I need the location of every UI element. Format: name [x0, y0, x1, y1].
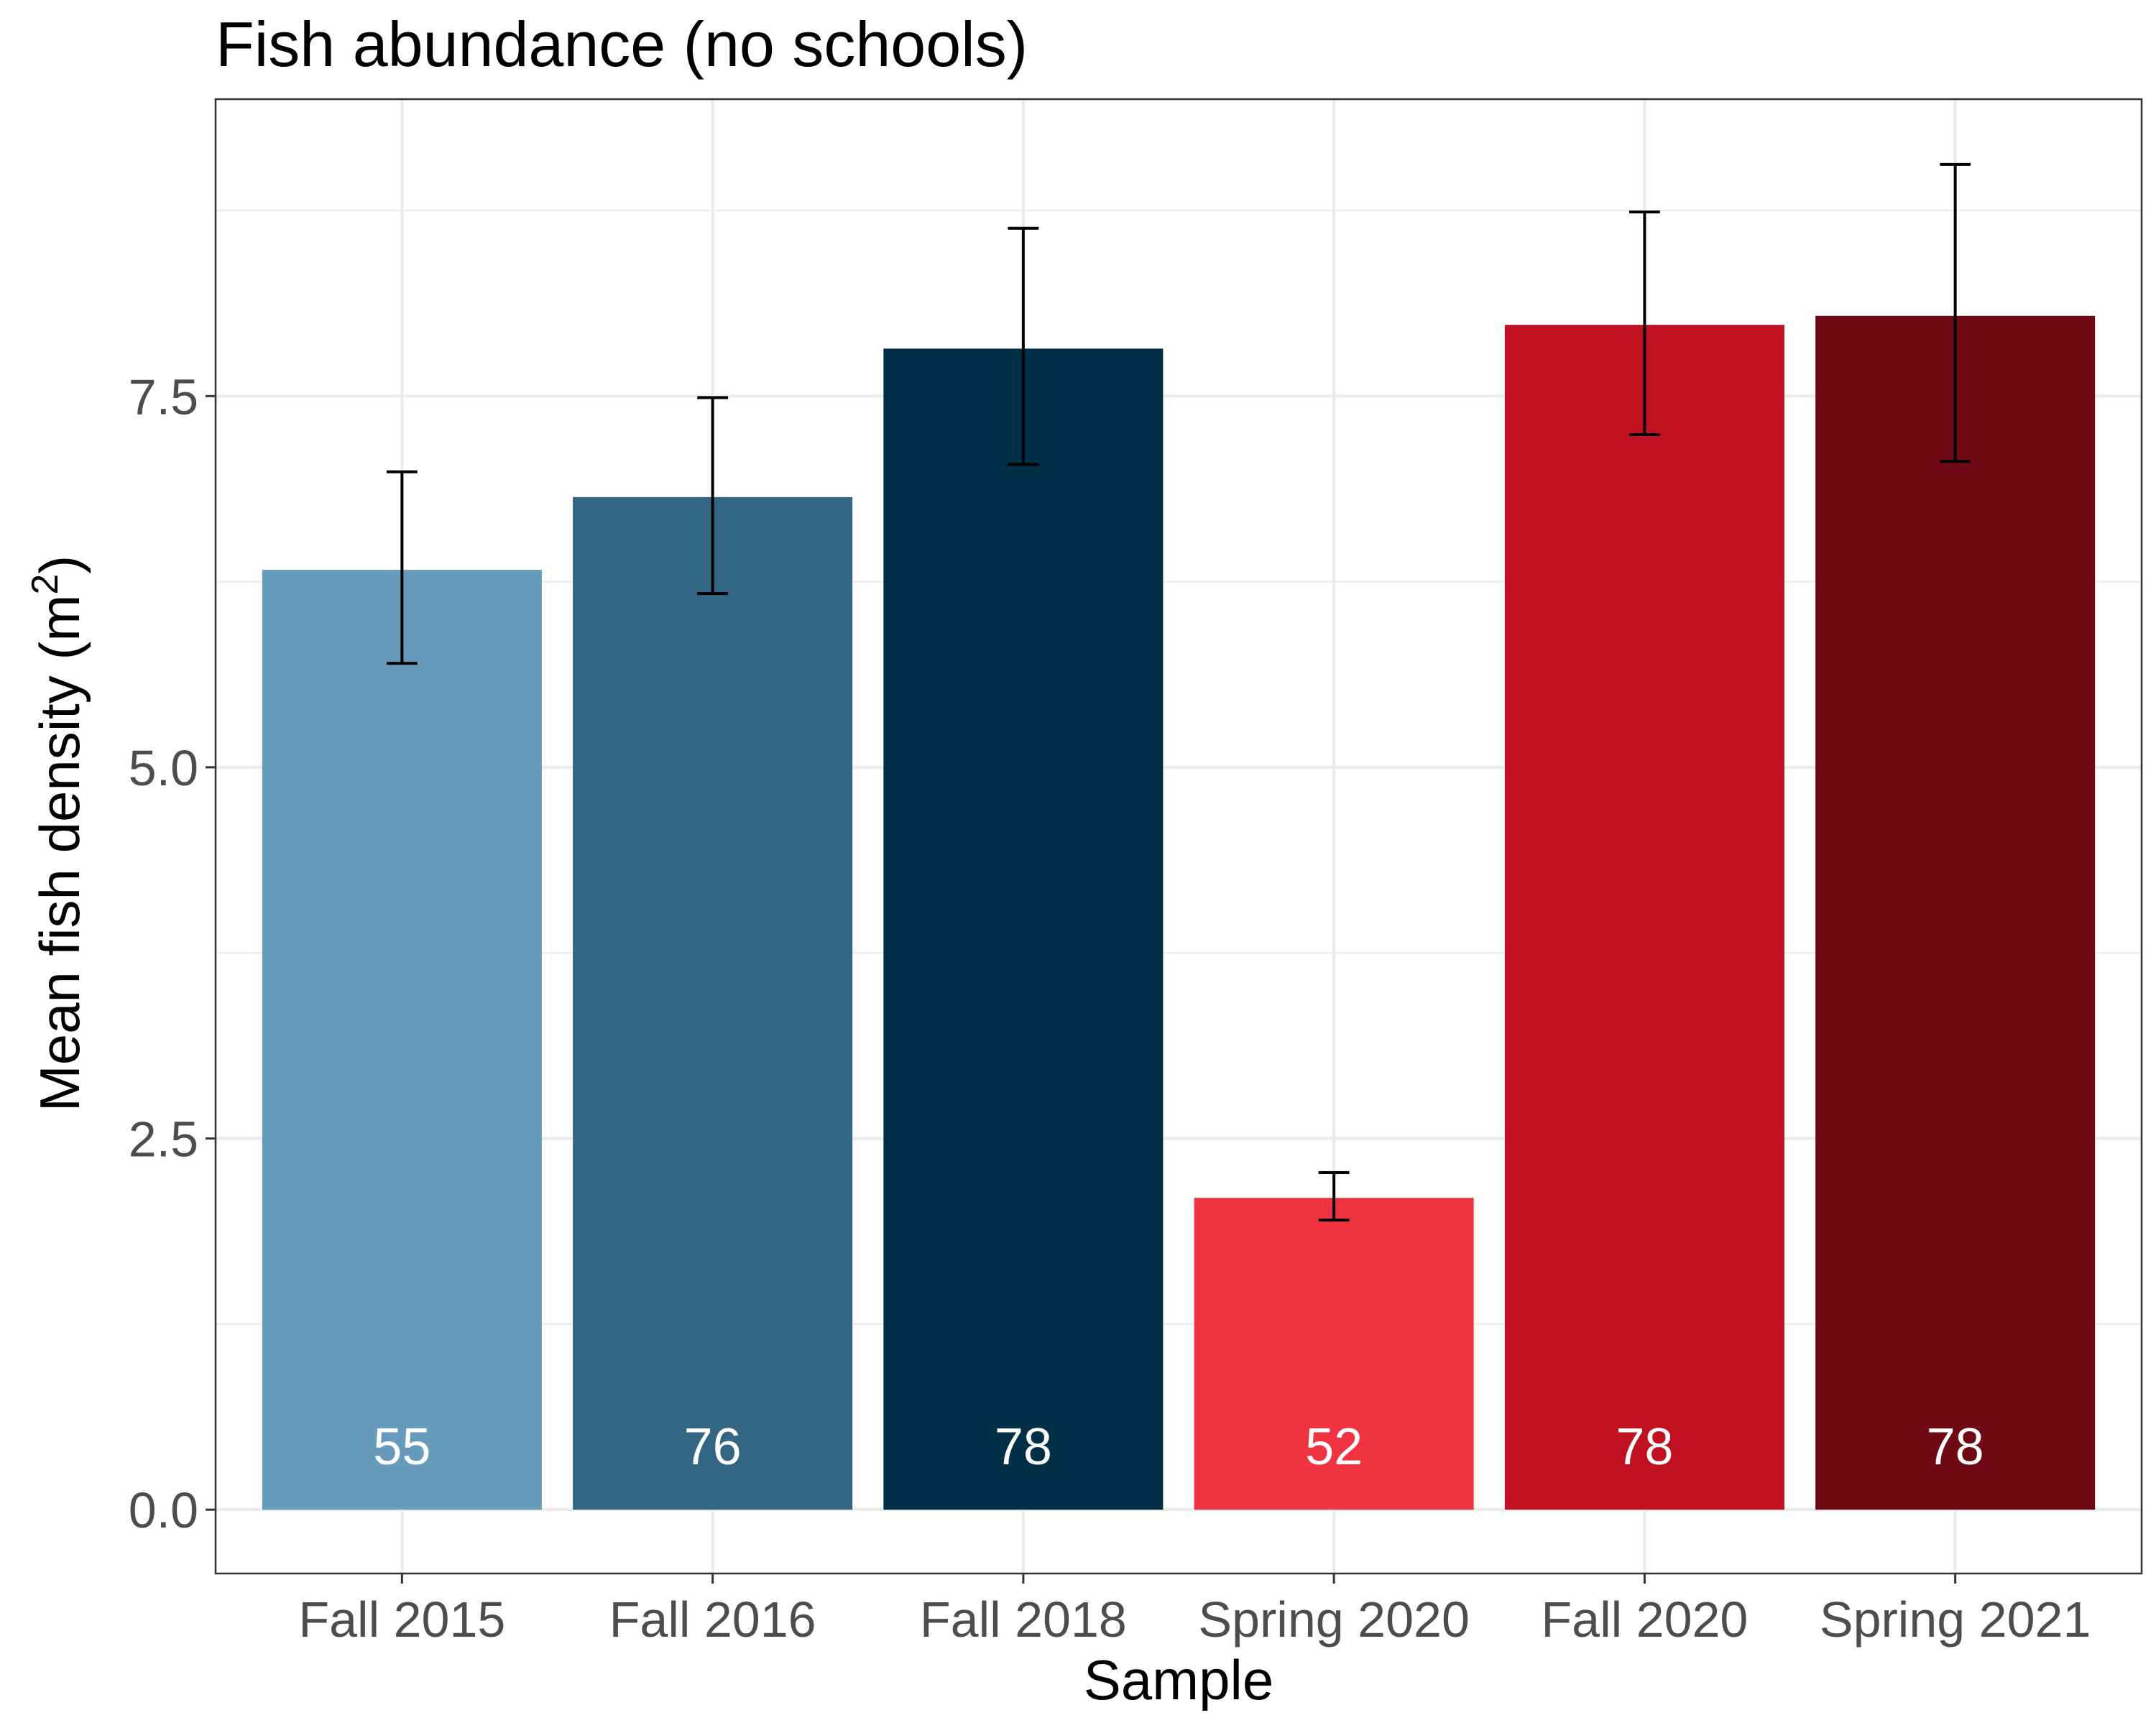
bar-count-label: 78	[1616, 1418, 1673, 1476]
bar-count-label: 76	[684, 1418, 742, 1476]
bar	[1815, 315, 2096, 1510]
bars	[262, 315, 2096, 1510]
y-axis-ticks: 0.0 2.5 5.0 7.5	[129, 369, 216, 1538]
bar	[883, 348, 1164, 1510]
x-tick-label: Fall 2016	[609, 1591, 816, 1648]
y-tick-label: 7.5	[129, 369, 198, 425]
y-axis-title-suffix: )	[28, 555, 91, 574]
x-tick-label: Fall 2015	[298, 1591, 505, 1648]
bar	[1194, 1198, 1474, 1510]
chart-title: Fish abundance (no schools)	[216, 9, 1028, 80]
plot-border	[214, 98, 2143, 1575]
error-bars	[386, 162, 1971, 1222]
bar	[262, 570, 542, 1510]
y-tick-label: 2.5	[129, 1112, 198, 1168]
bar-count-label: 55	[373, 1418, 430, 1476]
bar	[1504, 325, 1784, 1510]
y-axis-title-superscript: 2	[24, 574, 66, 595]
y-tick-label: 5.0	[129, 740, 198, 796]
x-tick-label: Spring 2021	[1820, 1591, 2091, 1648]
y-tick-label: 0.0	[129, 1482, 198, 1538]
x-tick-label: Fall 2018	[920, 1591, 1127, 1648]
bar	[573, 496, 853, 1510]
x-axis-ticks: Fall 2015 Fall 2016 Fall 2018 Spring 2020 Fa…	[298, 1574, 2091, 1648]
bar-count-label: 52	[1305, 1418, 1363, 1476]
y-axis-title: Mean fish density (m2)	[24, 555, 91, 1112]
y-axis-title-main: Mean fish density (m	[28, 595, 91, 1112]
bar-count-label: 78	[1927, 1418, 1984, 1476]
bar-count-label: 78	[995, 1418, 1052, 1476]
x-tick-label: Fall 2020	[1541, 1591, 1748, 1648]
x-axis-title: Sample	[1084, 1648, 1273, 1711]
x-tick-label: Spring 2020	[1198, 1591, 1470, 1648]
bar-count-labels: 55 76 78 52 78 78	[373, 1418, 1984, 1476]
